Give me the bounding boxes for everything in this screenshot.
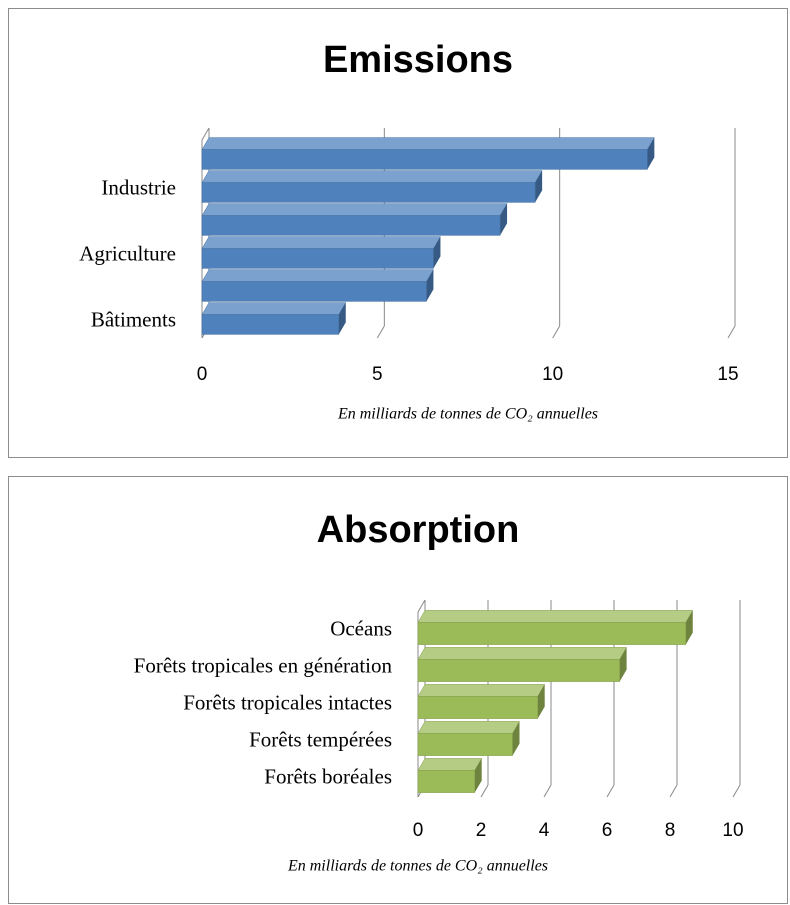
bar bbox=[417, 770, 475, 793]
category-label: Forêts tempérées bbox=[249, 727, 392, 751]
bar-top bbox=[201, 137, 655, 150]
bar-end bbox=[535, 170, 543, 203]
category-label: Forêts tropicales en génération bbox=[134, 653, 393, 677]
axis-line bbox=[201, 127, 210, 141]
bar-end bbox=[619, 647, 627, 682]
x-axis-label: En milliards de tonnes de CO₂ annuelles bbox=[287, 858, 548, 875]
chart-title: Absorption bbox=[317, 509, 520, 551]
grid-line bbox=[543, 784, 552, 798]
bar bbox=[201, 248, 434, 269]
grid-line bbox=[727, 325, 736, 339]
category-label: Agriculture bbox=[79, 241, 176, 265]
bar-end bbox=[426, 269, 434, 302]
bar-end bbox=[685, 610, 693, 645]
category-label: Industrie bbox=[101, 175, 176, 199]
bar-top bbox=[417, 610, 694, 623]
x-tick-label: 10 bbox=[542, 364, 563, 385]
bar-top bbox=[201, 170, 543, 183]
grid-line bbox=[606, 784, 615, 798]
bar-end bbox=[433, 236, 441, 269]
category-label: Océans bbox=[330, 616, 392, 640]
x-tick-label: 5 bbox=[372, 364, 383, 385]
category-label: Forêts tropicales intactes bbox=[183, 690, 392, 714]
bar bbox=[201, 281, 427, 302]
bar bbox=[417, 696, 538, 719]
grid-line bbox=[552, 325, 561, 339]
x-tick-label: 6 bbox=[602, 820, 613, 841]
bar-end bbox=[537, 684, 545, 719]
bar-top bbox=[417, 721, 520, 734]
x-axis-label: En milliards de tonnes de CO₂ annuelles bbox=[337, 406, 598, 423]
x-tick-label: 10 bbox=[722, 820, 743, 841]
x-tick-label: 0 bbox=[197, 364, 208, 385]
grid-line bbox=[376, 325, 385, 339]
bar-top bbox=[201, 269, 434, 282]
x-tick-label: 8 bbox=[665, 820, 676, 841]
bar-end bbox=[338, 302, 346, 335]
chart-title: Emissions bbox=[323, 39, 513, 81]
bar-top bbox=[417, 684, 546, 697]
grid-line bbox=[732, 784, 741, 798]
bar bbox=[417, 659, 620, 682]
grid-line bbox=[480, 784, 489, 798]
grid-line bbox=[669, 784, 678, 798]
bar-top bbox=[417, 758, 483, 771]
x-tick-label: 15 bbox=[717, 364, 738, 385]
category-label: Bâtiments bbox=[91, 307, 176, 331]
axis-line bbox=[417, 599, 426, 613]
bar-end bbox=[647, 137, 655, 170]
category-label: Forêts boréales bbox=[264, 764, 392, 788]
bar-top bbox=[201, 302, 347, 315]
bar bbox=[201, 215, 501, 236]
bar bbox=[201, 182, 536, 203]
bar-end bbox=[500, 203, 508, 236]
bar bbox=[201, 149, 648, 170]
bar bbox=[417, 733, 513, 756]
bar-top bbox=[201, 203, 508, 216]
bar bbox=[201, 314, 340, 335]
bar-end bbox=[512, 721, 520, 756]
bar-top bbox=[201, 236, 441, 249]
bar-end bbox=[474, 758, 482, 793]
x-tick-label: 0 bbox=[413, 820, 424, 841]
x-tick-label: 4 bbox=[539, 820, 550, 841]
bar bbox=[417, 622, 686, 645]
chart-frame bbox=[8, 476, 788, 904]
x-tick-label: 2 bbox=[476, 820, 487, 841]
bar-top bbox=[417, 647, 628, 660]
